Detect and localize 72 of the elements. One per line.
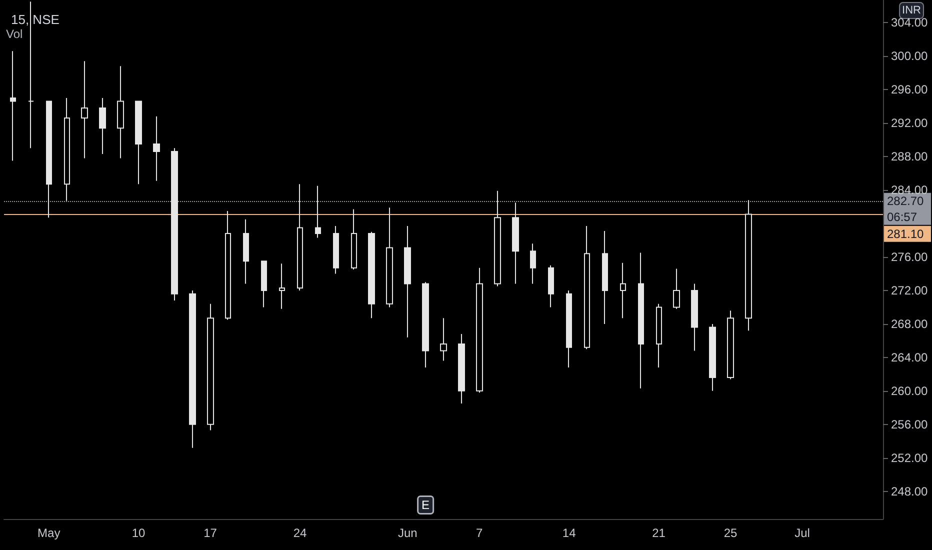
y-tick-label: 272.00 [891,283,928,298]
candlestick [279,263,285,310]
y-tick-label: 276.00 [891,250,928,264]
y-tick-label: 296.00 [891,82,928,97]
candlestick [315,185,321,238]
candlestick [602,230,608,324]
candlestick [28,1,34,149]
candlestick [745,200,752,332]
y-tick-label: 304.00 [891,16,928,30]
candlestick [333,226,339,274]
y-tick-label: 288.00 [891,150,928,164]
candlestick [566,290,572,368]
y-tick-label: 264.00 [891,350,928,364]
candlestick [422,282,429,368]
candlestick [476,267,483,394]
candlestick [117,66,124,159]
x-tick-label: 7 [476,526,484,540]
candlestick [691,283,698,352]
x-tick-label: 24 [293,526,307,540]
candlestick [368,231,375,319]
candlestick [81,60,88,159]
y-tick-label: 292.00 [891,116,928,130]
x-tick-label: May [38,526,60,540]
candlestick [530,243,536,284]
candlestick [261,260,267,308]
x-tick-label: 17 [204,526,218,540]
x-tick-label: 10 [132,526,146,540]
candlestick [297,184,303,291]
candlestick [458,334,465,404]
candlestick [135,100,142,185]
candlestick [656,303,662,368]
text: INR [902,4,922,16]
y-tick-label: 248.00 [891,484,928,498]
candlestick [189,290,196,448]
ref-line-label: 281.10 [887,226,924,241]
candlestick [709,323,716,392]
x-tick-label: 14 [562,526,576,540]
candlestick [351,208,357,270]
y-tick-label: 256.00 [891,417,928,432]
ref-line-label: 282.70 [887,194,924,208]
x-tick-label: Jun [398,526,418,540]
candlestick [440,318,447,362]
candlestick [620,262,626,319]
candlestick [243,218,249,284]
candlestick [512,202,519,284]
y-tick-label: 268.00 [891,316,928,331]
y-tick-label: 252.00 [891,450,928,465]
candlestick [494,190,501,287]
annotation: Vol [6,27,23,41]
x-tick-label: 21 [652,526,666,540]
text: 15, NSE [11,12,60,27]
candlestick [404,226,411,338]
text: 06:57 [887,210,918,224]
y-tick-label: 260.00 [891,384,928,398]
candlestick [99,97,106,155]
y-tick-label: 300.00 [891,49,928,64]
candlestick [46,100,52,218]
candlestick [171,148,178,302]
x-tick-label: 25 [724,526,738,540]
candlestick [673,268,680,310]
candlestick [386,207,393,308]
candlestick [64,97,70,202]
candlestick [584,226,590,350]
x-tick-label: Jul [794,526,810,540]
candlestick [638,252,644,389]
candlestick [153,116,160,182]
candlestick [727,310,734,380]
candlestick [207,303,214,431]
candlestick [548,264,554,308]
candlestick [225,210,231,320]
annotation: E [422,498,430,512]
candlestick [10,50,16,162]
